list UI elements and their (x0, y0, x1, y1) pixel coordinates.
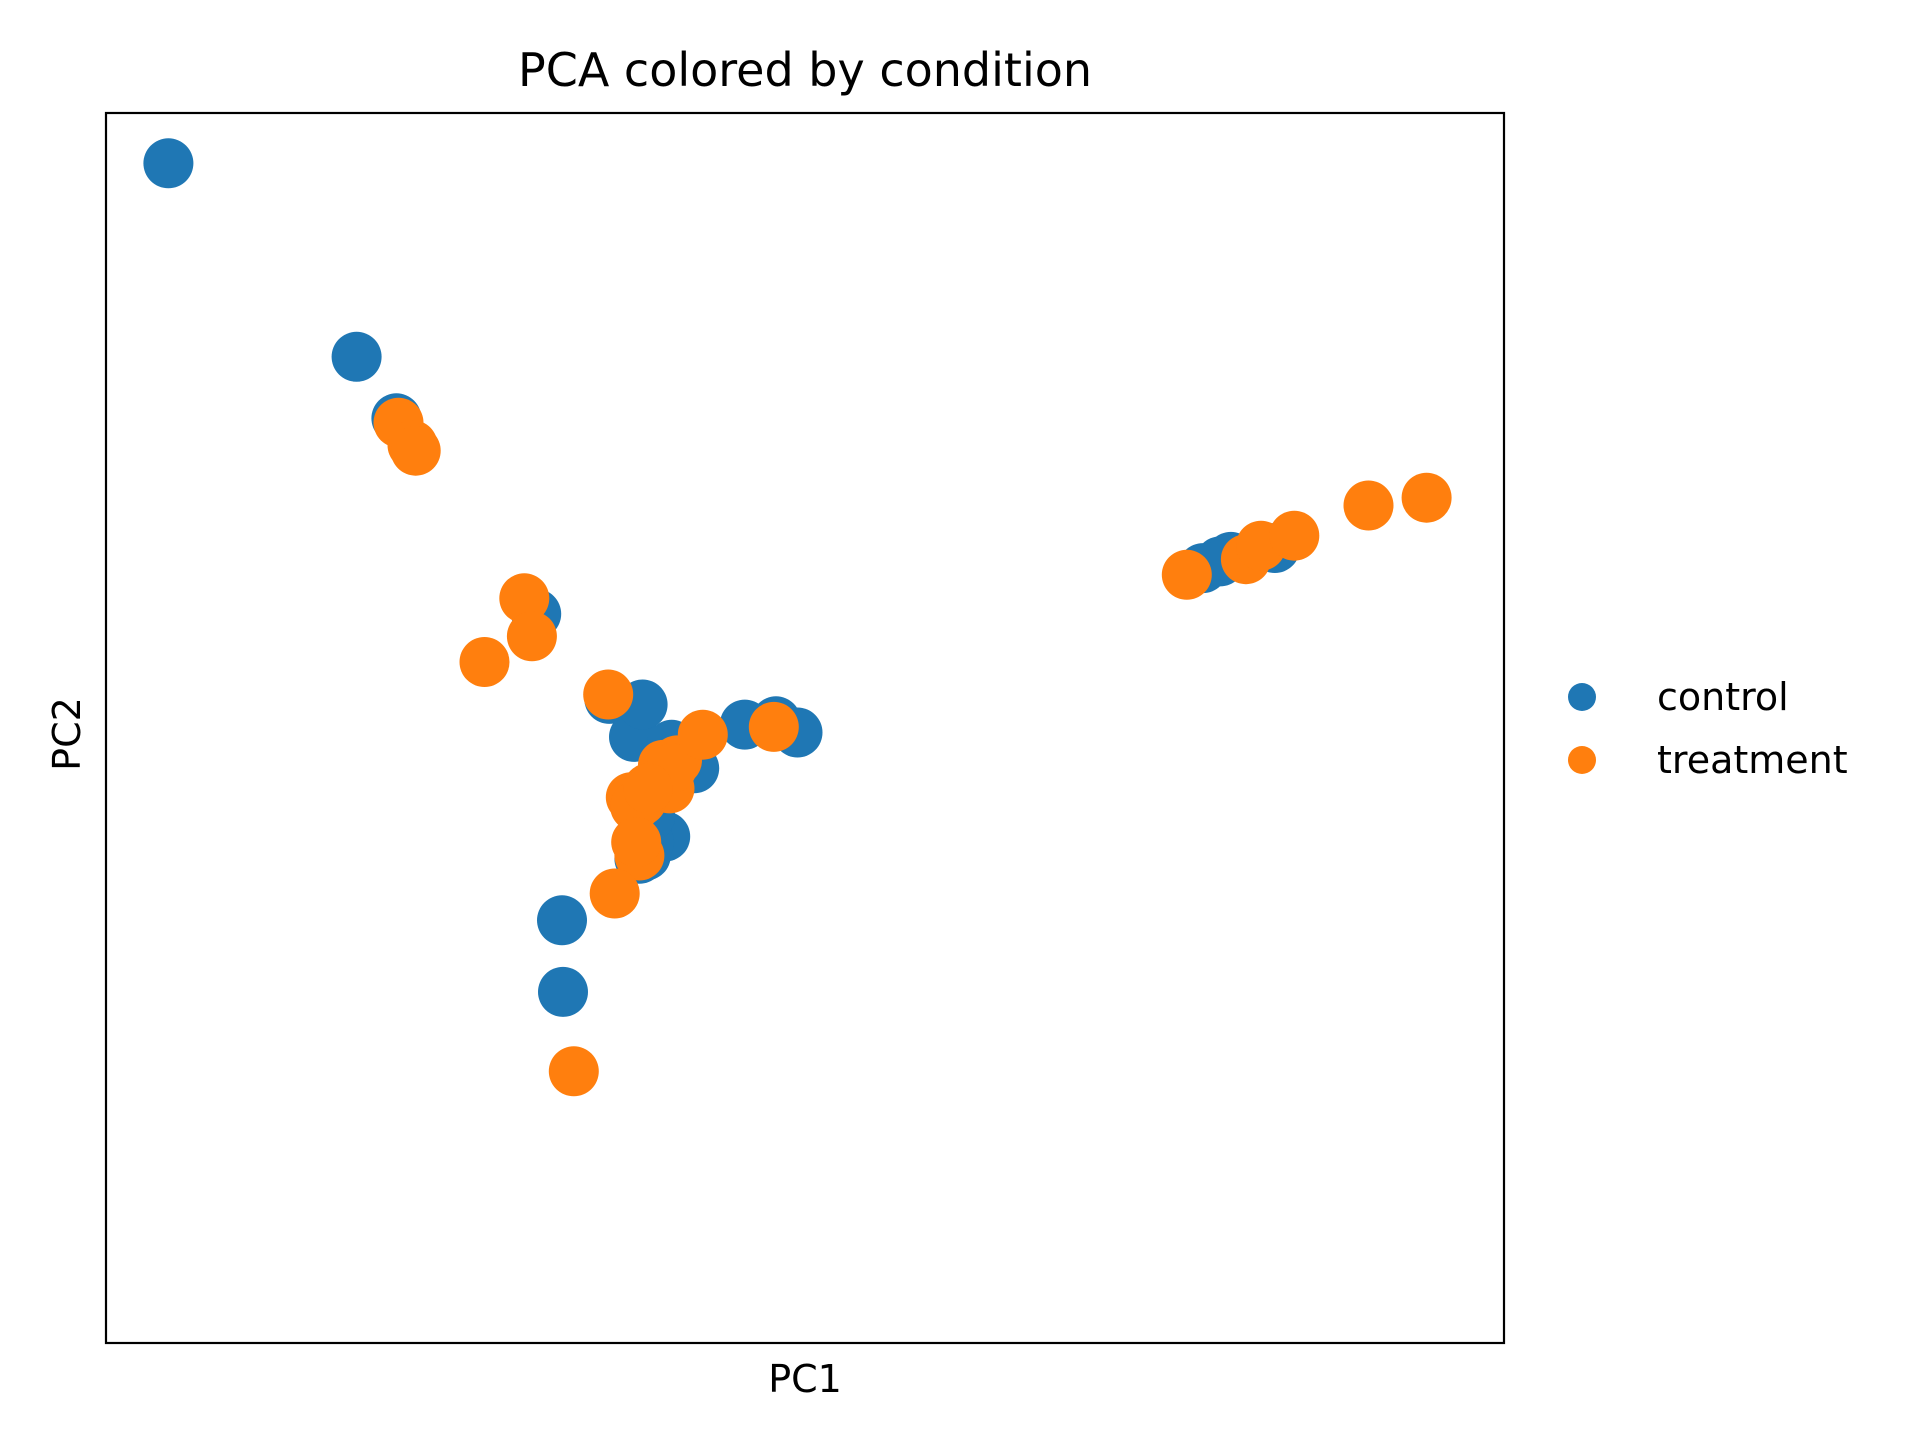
point-treatment-4 (506, 611, 557, 662)
point-treatment-25 (1401, 472, 1452, 523)
point-treatment-5 (459, 637, 510, 687)
point-treatment-17 (589, 868, 640, 919)
legend-marker-treatment (1568, 746, 1596, 774)
data-points-layer (143, 138, 1452, 1097)
chart-title: PCA colored by condition (518, 43, 1092, 97)
y-axis-label: PC2 (45, 697, 89, 771)
point-treatment-26 (548, 1046, 599, 1097)
legend-label-treatment: treatment (1657, 738, 1848, 782)
legend-label-control: control (1657, 675, 1789, 719)
point-control-0 (143, 138, 194, 189)
point-treatment-23 (1269, 510, 1320, 561)
series-treatment (373, 397, 1452, 1097)
point-treatment-20 (1161, 549, 1212, 600)
point-treatment-18 (677, 709, 728, 760)
plot-frame (104, 111, 1506, 1345)
point-treatment-19 (748, 701, 799, 752)
legend-marker-control (1568, 683, 1596, 711)
point-treatment-24 (1343, 480, 1394, 531)
point-treatment-16 (611, 817, 662, 868)
point-treatment-3 (499, 573, 550, 624)
point-control-27 (538, 966, 588, 1017)
point-treatment-14 (623, 763, 673, 814)
legend: control treatment (1568, 675, 1848, 782)
point-control-1 (331, 331, 382, 382)
plot-area (104, 111, 1506, 1345)
point-treatment-2 (390, 425, 441, 476)
point-control-26 (537, 895, 587, 946)
x-axis-label: PC1 (768, 1357, 842, 1401)
point-treatment-6 (583, 669, 634, 720)
